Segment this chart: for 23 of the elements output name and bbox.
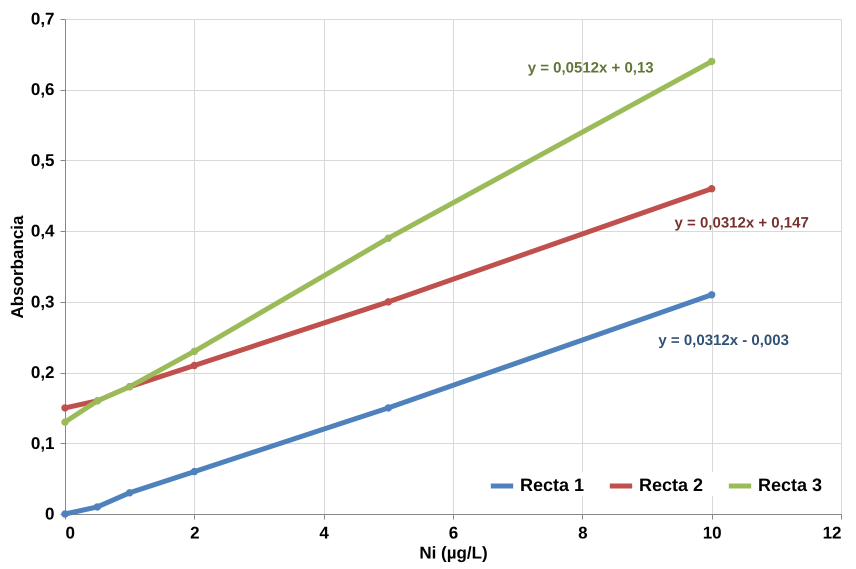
y-tick-label: 0,1 xyxy=(30,434,54,453)
x-tick-label: 6 xyxy=(448,524,458,542)
y-tick-label: 0,6 xyxy=(30,80,54,100)
annotation: y = 0,0512x + 0,13 xyxy=(528,59,654,76)
x-tick-label: 4 xyxy=(319,524,330,542)
legend-label: Recta 3 xyxy=(758,475,822,495)
y-axis-title: Absorbancia xyxy=(8,214,27,318)
y-tick-label: 0,7 xyxy=(30,10,54,28)
legend-label: Recta 1 xyxy=(520,475,584,495)
y-tick-label: 0 xyxy=(45,504,54,524)
x-axis-title: Ni (µg/L) xyxy=(419,544,488,562)
annotation: y = 0,0312x + 0,147 xyxy=(674,214,809,232)
x-tick-label: 2 xyxy=(190,524,200,542)
annotation: y = 0,0312x - 0,003 xyxy=(658,332,789,349)
y-tick-label: 0,4 xyxy=(30,222,56,241)
x-tick-label: 0 xyxy=(66,524,75,542)
x-tick-label: 8 xyxy=(578,524,588,542)
legend-label: Recta 2 xyxy=(639,475,704,495)
y-tick-label: 0,2 xyxy=(30,363,54,382)
x-tick-label: 10 xyxy=(702,524,722,542)
y-tick-label: 0,3 xyxy=(30,292,54,312)
y-tick-label: 0,5 xyxy=(30,150,54,170)
x-tick-label: 12 xyxy=(822,524,842,542)
